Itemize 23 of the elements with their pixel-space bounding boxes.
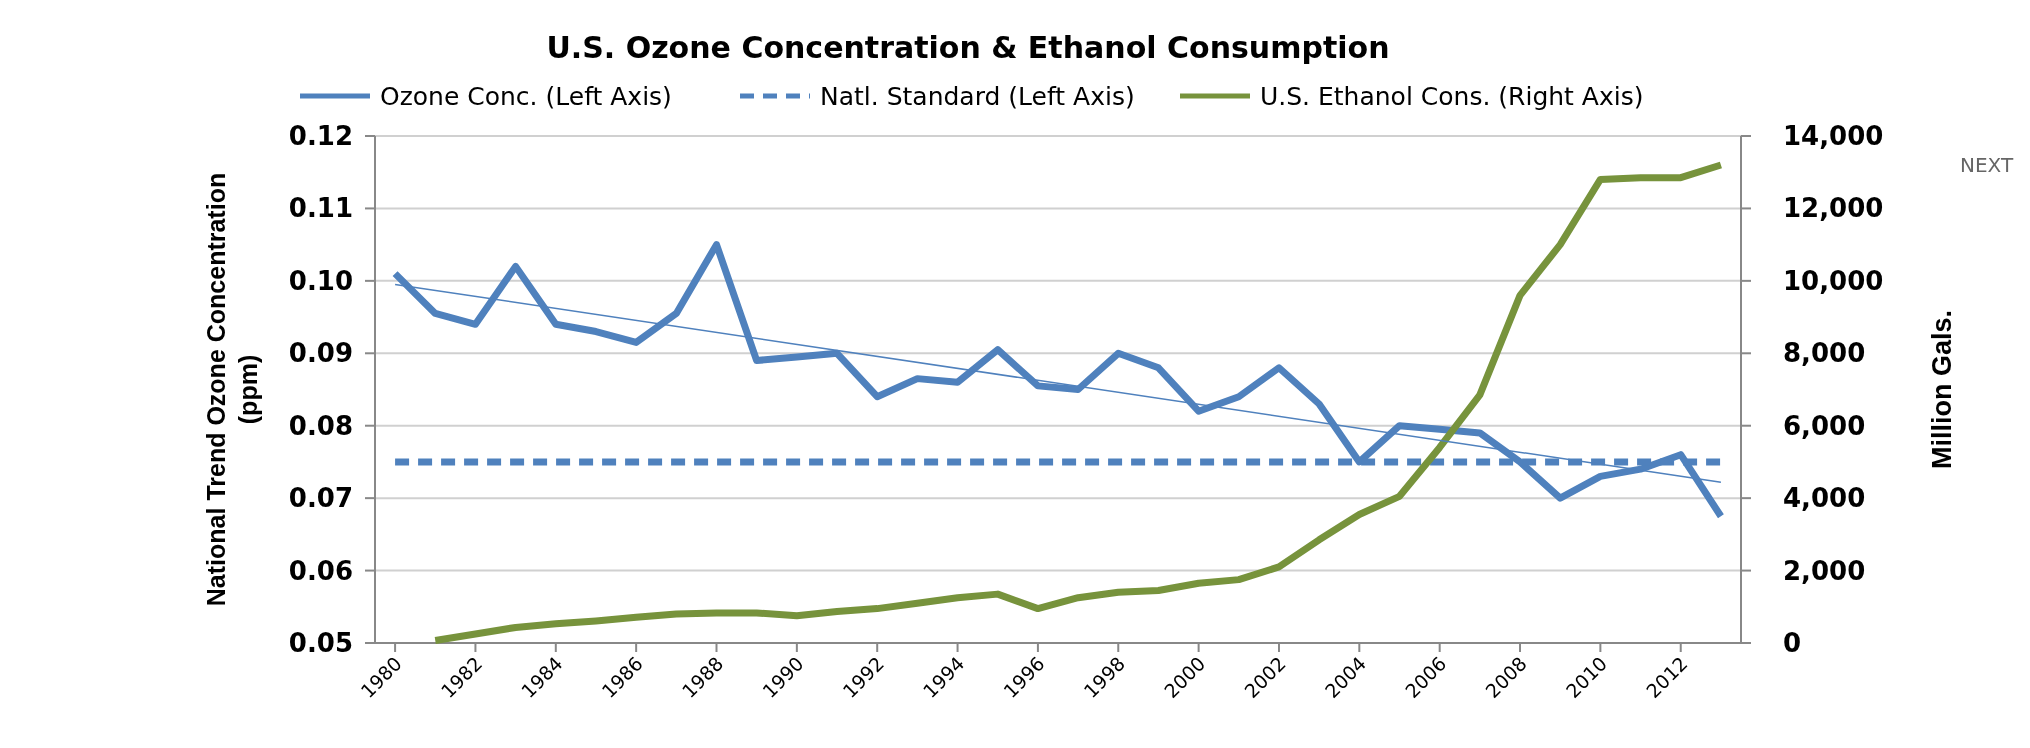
y2-tick-label: 0 bbox=[1783, 628, 1802, 658]
legend-label: Ozone Conc. (Left Axis) bbox=[380, 82, 672, 111]
y2-tick-label: 2,000 bbox=[1783, 555, 1866, 586]
y-tick-label: 0.12 bbox=[288, 121, 353, 151]
y2-axis-title: Million Gals. bbox=[1927, 309, 1957, 470]
y-axis-title: National Trend Ozone Concentration (ppm) bbox=[202, 172, 262, 607]
y-tick-label: 0.07 bbox=[288, 483, 353, 514]
y-tick-label: 0.09 bbox=[288, 338, 353, 369]
y-tick-label: 0.05 bbox=[288, 628, 353, 658]
y-tick-label: 0.11 bbox=[288, 193, 353, 224]
y2-tick-label: 8,000 bbox=[1783, 338, 1866, 369]
y-tick-label: 0.08 bbox=[288, 410, 353, 441]
y-tick-label: 0.10 bbox=[288, 265, 353, 296]
legend-label: U.S. Ethanol Cons. (Right Axis) bbox=[1260, 82, 1644, 111]
y2-tick-label: 12,000 bbox=[1783, 193, 1884, 224]
y2-tick-label: 4,000 bbox=[1783, 483, 1866, 514]
y2-tick-label: 14,000 bbox=[1783, 121, 1884, 151]
legend-label: Natl. Standard (Left Axis) bbox=[820, 82, 1135, 111]
y2-tick-label: 6,000 bbox=[1783, 410, 1866, 441]
chart-title: U.S. Ozone Concentration & Ethanol Consumption bbox=[546, 30, 1390, 65]
y-tick-label: 0.06 bbox=[288, 555, 353, 586]
y2-tick-label: 10,000 bbox=[1783, 265, 1884, 296]
text: NEXT bbox=[1960, 153, 2014, 177]
